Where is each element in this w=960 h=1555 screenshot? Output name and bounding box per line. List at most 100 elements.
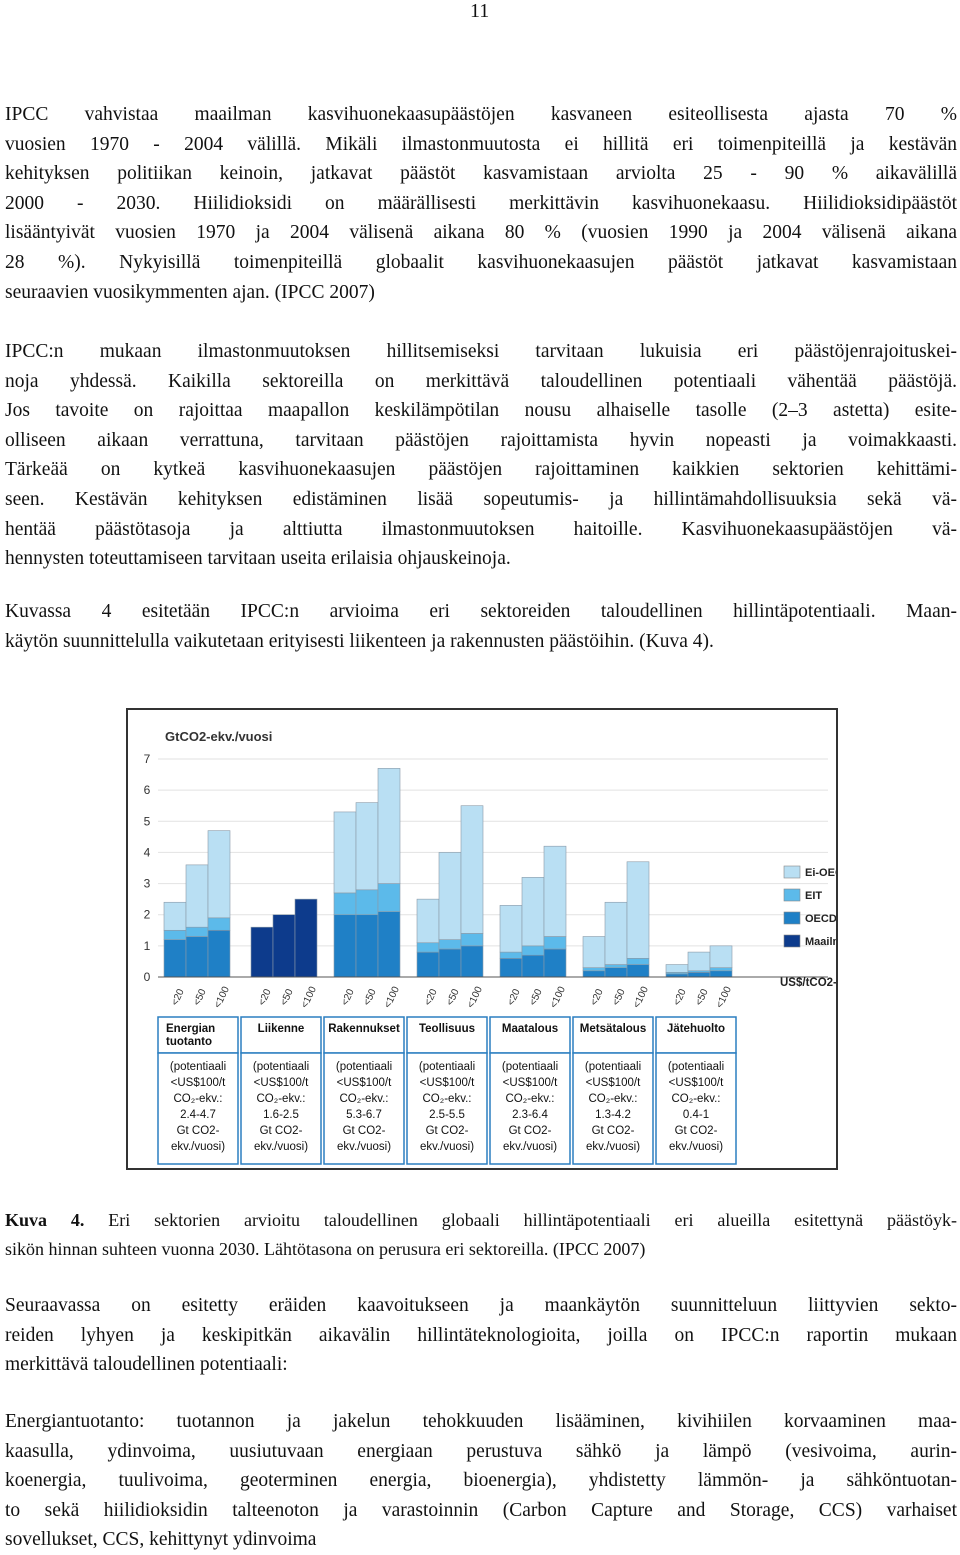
x-tick-label: <20 (423, 987, 440, 1007)
bar-segment (543, 936, 567, 950)
sector-note: 2.4-4.7 (180, 1109, 216, 1121)
sector-note: <US$100/t (586, 1077, 641, 1089)
sector-note: ekv./vuosi) (503, 1141, 557, 1153)
text-line: Energiantuotanto: tuotannon ja jakelun t… (5, 1411, 957, 1432)
text-line: hentää päästötasoja ja alttiutta ilmasto… (5, 518, 957, 540)
bar-segment (163, 929, 187, 940)
legend-label: Maailma (805, 936, 838, 948)
legend-swatch (783, 911, 801, 925)
sector-note-box (240, 1052, 322, 1165)
text-line: noja yhdessä. Kaikilla sektoreilla on me… (5, 370, 957, 392)
text-line: Seuraavassa on esitetty eräiden kaavoitu… (5, 1295, 957, 1316)
x-axis-label: US$/tCO2-ekv (780, 977, 838, 989)
bar-segment (582, 967, 606, 972)
sector-note-box (489, 1052, 571, 1165)
y-tick-label: 5 (144, 814, 151, 828)
sector-note: ekv./vuosi) (254, 1141, 308, 1153)
x-tick-label: <100 (465, 985, 485, 1010)
bar-segment (272, 914, 296, 978)
bar-segment (543, 845, 567, 937)
text-line: olliseen aikaan verrattuna, tarvitaan pä… (5, 429, 957, 451)
sector-name: Maatalous (502, 1023, 558, 1035)
sector-note: CO₂-ekv.: (589, 1093, 638, 1105)
sector-note-box (323, 1052, 405, 1165)
y-tick-label: 3 (144, 877, 151, 891)
x-tick-label: <100 (382, 985, 402, 1010)
text-line: Tärkeää on kytkeä kasvihuonekaasujen pää… (5, 459, 957, 481)
text-line: koenergia, tuulivoima, geoterminen energ… (5, 1470, 957, 1492)
legend-swatch (783, 865, 801, 879)
caption-text: sikön hinnan suhteen vuonna 2030. Lähtöt… (5, 1239, 646, 1259)
sector-name: Liikenne (258, 1023, 305, 1035)
text-line: IPCC vahvistaa maailman kasvihuonekaasup… (5, 104, 957, 125)
x-tick-label: <50 (192, 987, 209, 1007)
sector-name: Metsätalous (580, 1023, 646, 1035)
bar-segment (521, 877, 545, 947)
bar-segment (416, 942, 440, 953)
sector-note: CO₂-ekv.: (423, 1093, 472, 1105)
bar-segment (416, 951, 440, 978)
bar-segment (355, 802, 379, 891)
bar-segment (333, 892, 357, 916)
bar-segment (499, 951, 523, 959)
text-line: 28 %). Nykyisillä toimenpiteillä globaal… (5, 251, 957, 273)
bar-segment (163, 901, 187, 931)
sector-note-box (572, 1052, 654, 1165)
legend-label: Ei-OECD (805, 867, 838, 879)
sector-note-box (655, 1052, 737, 1165)
text-line: Jos tavoite on rajoittaa maapallon keski… (5, 400, 957, 422)
bar-segment (438, 939, 462, 950)
bar-segment (665, 964, 689, 973)
sector-note-box (157, 1052, 239, 1165)
sector-note: CO₂-ekv.: (672, 1093, 721, 1105)
caption: Kuva 4. Eri sektorien arvioitu taloudell… (5, 1206, 957, 1264)
bar-segment (294, 898, 318, 978)
sector-note: CO₂-ekv.: (257, 1093, 306, 1105)
legend-swatch (783, 888, 801, 902)
bar-segment (185, 926, 209, 937)
y-tick-label: 6 (144, 783, 151, 797)
x-tick-label: <100 (631, 985, 651, 1010)
sector-header-box (655, 1016, 737, 1054)
y-tick-label: 1 (144, 939, 151, 953)
x-tick-label: <20 (589, 987, 606, 1007)
sector-note: ekv./vuosi) (171, 1141, 225, 1153)
y-tick-label: 0 (144, 970, 151, 984)
sector-name: tuotanto (166, 1036, 212, 1048)
bar-segment (207, 830, 231, 919)
bar-segment (687, 951, 711, 972)
text-line: IPCC:n mukaan ilmastonmuutoksen hillitse… (5, 341, 957, 362)
sector-note: 2.3-6.4 (512, 1109, 548, 1121)
bar-segment (355, 914, 379, 978)
bar-segment (377, 768, 401, 884)
caption-label: Kuva 4. (5, 1210, 85, 1230)
sector-note: <US$100/t (337, 1077, 392, 1089)
bar-segment (163, 939, 187, 978)
sector-note: ekv./vuosi) (420, 1141, 474, 1153)
sector-note: (potentiaali (170, 1061, 226, 1073)
bar-segment (709, 945, 733, 968)
bar-segment (604, 967, 628, 978)
sector-note: (potentiaali (502, 1061, 558, 1073)
bar-segment (709, 967, 733, 972)
paragraph: Seuraavassa on esitetty eräiden kaavoitu… (5, 1291, 957, 1380)
text-line: seen. Kestävän kehityksen edistäminen li… (5, 488, 957, 510)
sector-note: (potentiaali (336, 1061, 392, 1073)
bar-segment (460, 805, 484, 934)
x-tick-label: <20 (257, 987, 274, 1007)
sector-header-box (406, 1016, 488, 1054)
sector-note: Gt CO2- (592, 1125, 635, 1137)
sector-note: 2.5-5.5 (429, 1109, 465, 1121)
x-tick-label: <50 (694, 987, 711, 1007)
paragraph: IPCC vahvistaa maailman kasvihuonekaasup… (5, 100, 957, 307)
sector-note: (potentiaali (668, 1061, 724, 1073)
bar-segment (355, 889, 379, 916)
sector-note: CO₂-ekv.: (340, 1093, 389, 1105)
bar-segment (460, 933, 484, 947)
sector-name: Rakennukset (328, 1023, 400, 1035)
text-line: seuraavien vuosikymmenten ajan. (IPCC 20… (5, 281, 375, 303)
bar-segment (333, 914, 357, 978)
x-tick-label: <20 (170, 987, 187, 1007)
sector-note: (potentiaali (585, 1061, 641, 1073)
